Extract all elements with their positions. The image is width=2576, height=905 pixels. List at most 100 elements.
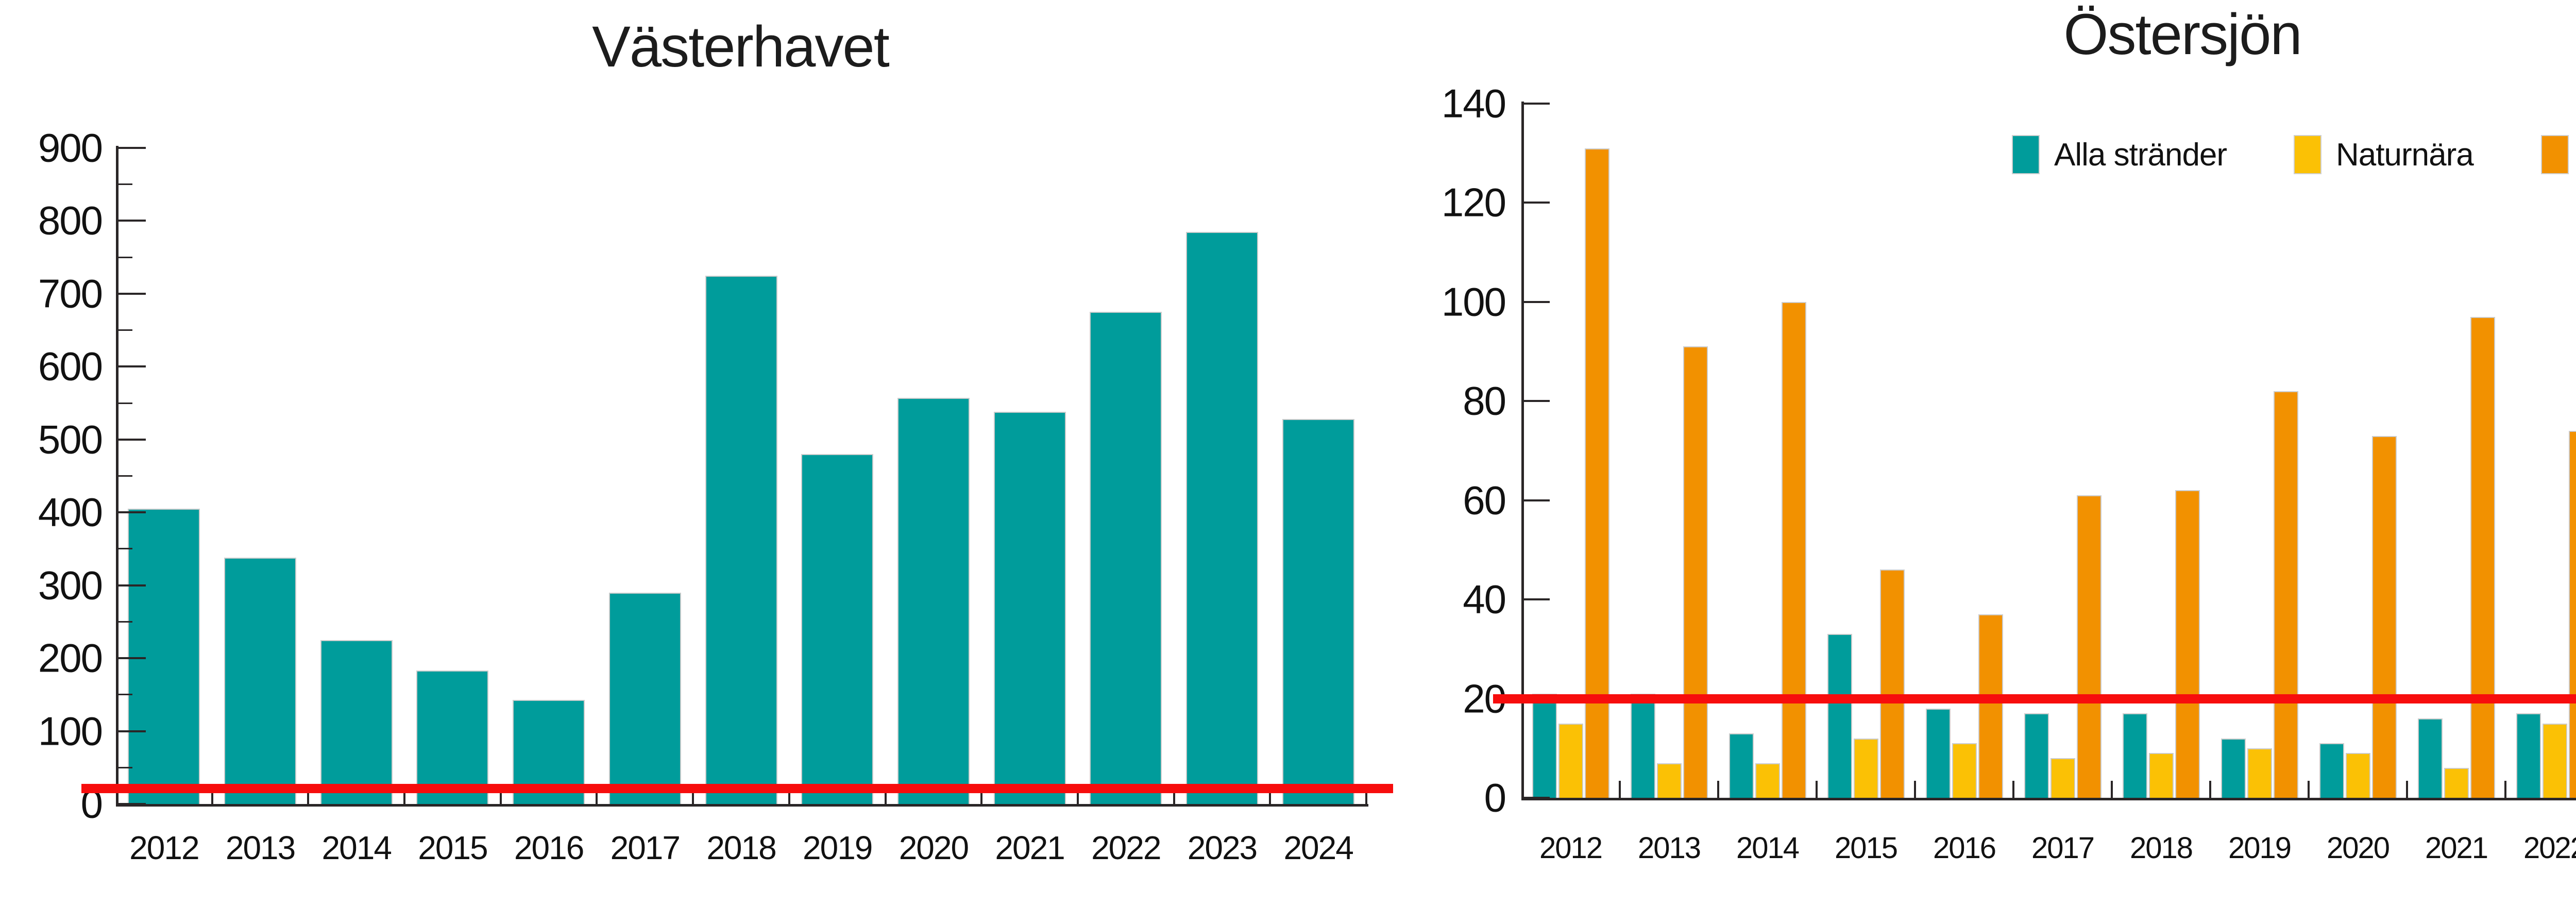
x-tick-vasterhavet [211,787,213,804]
bar-2019-vasterhavet [801,454,874,806]
y-minor-tick-vasterhavet [116,621,132,623]
chart-title-ostersjon: Östersjön [2063,2,2302,66]
y-tick-0-ostersjon [1521,797,1550,799]
bar-alla-str-nder-2020-ostersjon [2319,743,2344,800]
bar-alla-str-nder-2016-ostersjon [1925,708,1951,800]
bar-2018-vasterhavet [705,275,777,806]
y-tick-label-700-vasterhavet: 700 [38,271,103,316]
x-tick-vasterhavet [499,787,502,804]
y-tick-label-100-vasterhavet: 100 [38,708,103,754]
bar-alla-str-nder-2018-ostersjon [2122,713,2147,800]
legend-swatch-naturn-ra [2294,135,2321,174]
y-tick-label-500-vasterhavet: 500 [38,416,103,462]
x-axis-label-2012-ostersjon: 2012 [1539,831,1603,865]
x-tick-ostersjon [2308,781,2310,798]
x-axis-label-2014-ostersjon: 2014 [1736,831,1800,865]
y-tick-400-vasterhavet [116,511,146,514]
bar-naturn-ra-2022-ostersjon [2542,723,2567,800]
y-minor-tick-vasterhavet [116,766,132,768]
y-tick-label-300-vasterhavet: 300 [38,562,103,608]
x-axis-label-2021-ostersjon: 2021 [2425,831,2488,865]
x-tick-ostersjon [2111,781,2113,798]
x-axis-label-2022-ostersjon: 2022 [2523,831,2576,865]
x-tick-vasterhavet [307,787,310,804]
bar-stadsn-ra-2015-ostersjon [1879,569,1905,800]
x-axis-label-2020-ostersjon: 2020 [2326,831,2390,865]
bar-2015-vasterhavet [416,671,489,806]
y-tick-40-ostersjon [1521,598,1550,601]
x-tick-vasterhavet [1269,787,1272,804]
bar-naturn-ra-2015-ostersjon [1853,738,1878,800]
y-tick-label-200-vasterhavet: 200 [38,635,103,681]
chart-title-vasterhavet: Västerhavet [592,14,890,79]
x-tick-vasterhavet [1076,787,1079,804]
x-axis-ostersjon [1521,798,2576,800]
legend-item-stadsn-ra: Stadsnära [2541,135,2576,174]
x-axis-label-2016-vasterhavet: 2016 [514,829,584,866]
bar-alla-str-nder-2019-ostersjon [2221,738,2246,800]
x-tick-vasterhavet [692,787,694,804]
bar-2014-vasterhavet [320,640,393,806]
y-tick-900-vasterhavet [116,147,146,149]
y-minor-tick-vasterhavet [116,183,132,186]
x-axis-label-2016-ostersjon: 2016 [1933,831,1996,865]
legend-item-alla-str-nder: Alla stränder [2012,135,2227,174]
x-tick-ostersjon [1717,781,1719,798]
chart-vasterhavet: Västerhavet 0 100 200 300 400 500 600 700 800 900… [38,14,1393,866]
y-tick-label-600-vasterhavet: 600 [38,343,103,389]
x-axis-label-2014-vasterhavet: 2014 [321,829,392,866]
y-tick-300-vasterhavet [116,584,146,586]
x-axis-label-2020-vasterhavet: 2020 [899,829,969,866]
bar-naturn-ra-2017-ostersjon [2050,758,2075,800]
x-axis-label-2021-vasterhavet: 2021 [995,829,1065,866]
x-axis-label-2018-vasterhavet: 2018 [706,829,776,866]
x-tick-vasterhavet [403,787,406,804]
y-minor-tick-vasterhavet [116,694,132,696]
y-tick-700-vasterhavet [116,292,146,295]
bar-naturn-ra-2020-ostersjon [2345,753,2370,800]
bar-2024-vasterhavet [1282,419,1354,806]
chart-ostersjon: Östersjön 0 20 40 60 80 100 120 140 2012 2013 2014… [1422,0,2576,905]
bar-stadsn-ra-2017-ostersjon [2076,495,2102,800]
x-tick-ostersjon [1619,781,1621,798]
bar-2021-vasterhavet [993,412,1066,806]
legend-swatch-alla-str-nder [2012,135,2040,174]
y-tick-800-vasterhavet [116,220,146,222]
bar-stadsn-ra-2014-ostersjon [1781,301,1806,800]
x-tick-ostersjon [2012,781,2014,798]
y-tick-label-140-ostersjon: 140 [1441,80,1506,126]
x-tick-vasterhavet [788,787,790,804]
bar-alla-str-nder-2015-ostersjon [1827,634,1852,800]
y-tick-label-800-vasterhavet: 800 [38,197,103,243]
legend-label-alla-str-nder: Alla stränder [2054,137,2227,173]
x-axis-label-2023-vasterhavet: 2023 [1187,829,1258,866]
x-axis-label-2013-ostersjon: 2013 [1637,831,1701,865]
bar-naturn-ra-2016-ostersjon [1952,743,1977,800]
x-tick-ostersjon [1816,781,1818,798]
x-tick-ostersjon [2209,781,2211,798]
x-tick-vasterhavet [1173,787,1175,804]
bar-alla-str-nder-2017-ostersjon [2024,713,2049,800]
bar-alla-str-nder-2022-ostersjon [2516,713,2541,800]
y-minor-tick-vasterhavet [116,475,132,477]
x-axis-label-2019-ostersjon: 2019 [2228,831,2292,865]
x-axis-label-2015-ostersjon: 2015 [1834,831,1898,865]
bar-naturn-ra-2013-ostersjon [1656,763,1682,800]
y-tick-500-vasterhavet [116,438,146,441]
y-minor-tick-vasterhavet [116,548,132,550]
y-tick-140-ostersjon [1521,103,1550,105]
y-tick-label-80-ostersjon: 80 [1463,378,1506,424]
y-tick-label-60-ostersjon: 60 [1463,477,1506,523]
y-tick-label-120-ostersjon: 120 [1441,179,1506,225]
y-tick-label-900-vasterhavet: 900 [38,125,103,171]
y-tick-120-ostersjon [1521,202,1550,204]
bar-2017-vasterhavet [608,592,681,806]
y-tick-60-ostersjon [1521,499,1550,501]
y-tick-label-400-vasterhavet: 400 [38,489,103,535]
y-tick-100-vasterhavet [116,730,146,732]
x-axis-label-2013-vasterhavet: 2013 [225,829,296,866]
y-minor-tick-vasterhavet [116,256,132,258]
y-axis-ostersjon [1521,102,1524,800]
bar-alla-str-nder-2021-ostersjon [2417,718,2443,800]
